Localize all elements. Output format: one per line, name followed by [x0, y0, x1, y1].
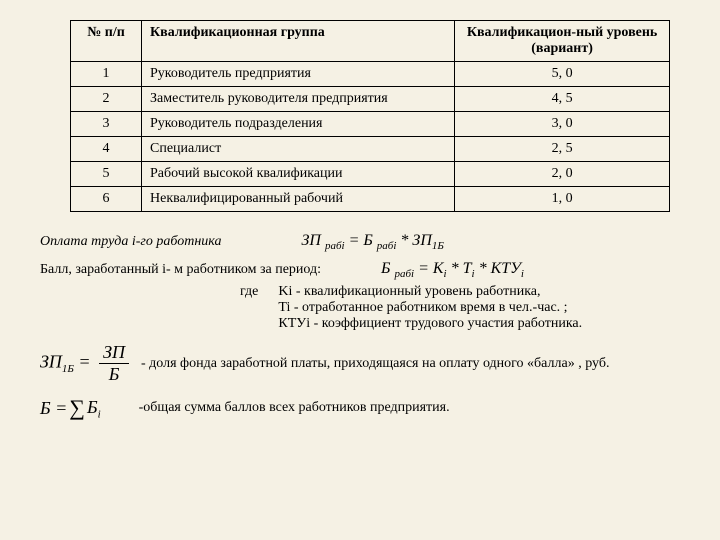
cell-num: 4 — [71, 137, 142, 162]
table-row: 6 Неквалифицированный рабочий 1, 0 — [71, 187, 670, 212]
ball-row: Балл, заработанный i- м работником за пе… — [40, 260, 680, 332]
formula-3-desc: - доля фонда заработной платы, приходяща… — [141, 356, 609, 372]
cell-num: 1 — [71, 62, 142, 87]
formula-4-desc: -общая сумма баллов всех работников пред… — [139, 400, 450, 416]
cell-group: Заместитель руководителя предприятия — [142, 87, 455, 112]
frac-bot: Б — [105, 364, 124, 385]
cell-num: 6 — [71, 187, 142, 212]
where-descriptions: Ki - квалификационный уровень работника,… — [278, 284, 582, 332]
table-row: 2 Заместитель руководителя предприятия 4… — [71, 87, 670, 112]
cell-group: Рабочий высокой квалификации — [142, 162, 455, 187]
cell-group: Специалист — [142, 137, 455, 162]
ki-desc: Ki - квалификационный уровень работника, — [278, 284, 582, 300]
header-num: № п/п — [71, 21, 142, 62]
qualification-table: № п/п Квалификационная группа Квалификац… — [70, 20, 670, 212]
cell-num: 5 — [71, 162, 142, 187]
header-level: Квалификацион-ный уровень (вариант) — [455, 21, 670, 62]
payment-formula-row: Оплата труда i-го работника ЗП рабi = Б … — [40, 232, 680, 252]
payment-label: Оплата труда i-го работника — [40, 234, 221, 250]
frac-top: ЗП — [99, 342, 129, 364]
table-body: 1 Руководитель предприятия 5, 0 2 Замест… — [71, 62, 670, 212]
table-row: 4 Специалист 2, 5 — [71, 137, 670, 162]
cell-num: 3 — [71, 112, 142, 137]
table-row: 3 Руководитель подразделения 3, 0 — [71, 112, 670, 137]
cell-level: 2, 5 — [455, 137, 670, 162]
formula-4: Б = ∑ Бi — [40, 395, 101, 421]
ktu-desc: КТУi - коэффициент трудового участия раб… — [278, 316, 582, 332]
cell-group: Неквалифицированный рабочий — [142, 187, 455, 212]
where-word: где — [240, 284, 258, 300]
cell-level: 2, 0 — [455, 162, 670, 187]
cell-num: 2 — [71, 87, 142, 112]
formula-3: ЗП1Б = ЗП Б — [40, 342, 133, 385]
cell-level: 5, 0 — [455, 62, 670, 87]
ball-label: Балл, заработанный i- м работником за пе… — [40, 262, 321, 278]
formula-3-row: ЗП1Б = ЗП Б - доля фонда заработной плат… — [40, 342, 680, 385]
cell-level: 3, 0 — [455, 112, 670, 137]
table-row: 1 Руководитель предприятия 5, 0 — [71, 62, 670, 87]
header-group: Квалификационная группа — [142, 21, 455, 62]
where-block: где Ki - квалификационный уровень работн… — [40, 284, 680, 332]
formula-1: ЗП рабi = Б рабi * ЗП1Б — [301, 232, 443, 252]
table-row: 5 Рабочий высокой квалификации 2, 0 — [71, 162, 670, 187]
cell-group: Руководитель подразделения — [142, 112, 455, 137]
table-header-row: № п/п Квалификационная группа Квалификац… — [71, 21, 670, 62]
cell-level: 4, 5 — [455, 87, 670, 112]
formula-2: Б рабi = Ki * Ti * КТУi — [381, 260, 524, 280]
cell-level: 1, 0 — [455, 187, 670, 212]
formula-4-row: Б = ∑ Бi -общая сумма баллов всех работн… — [40, 395, 680, 421]
ti-desc: Ti - отработанное работником время в чел… — [278, 300, 582, 316]
cell-group: Руководитель предприятия — [142, 62, 455, 87]
